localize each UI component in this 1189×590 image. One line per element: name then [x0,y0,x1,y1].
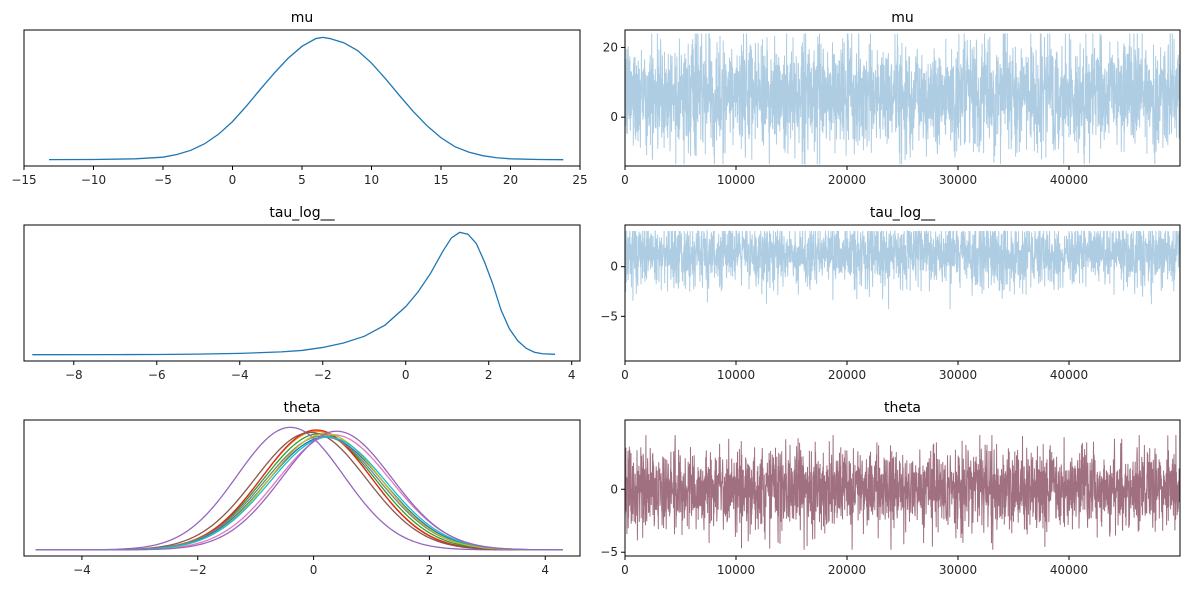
panel-title: tau_log__ [870,205,936,221]
x-tick-label: −2 [314,368,332,382]
panel-trace-1: 0 20 0 10000 20000 30000 40000 mu [603,10,1181,187]
kde-series-6 [35,434,563,551]
axes-frame [624,224,1181,362]
x-tick-label: 5 [298,173,306,187]
x-tick-label: 10000 [717,563,755,577]
x-tick-label: 0 [621,368,629,382]
x-tick-label: 0 [402,368,410,382]
x-tick-label: 40000 [1050,563,1088,577]
x-tick-label: 10000 [717,173,755,187]
panel-kde-2: −8 −6 −4 −2 0 2 4 tau_log__ [23,205,581,382]
x-tick-label: −5 [154,173,172,187]
y-tick-label: 0 [610,482,618,496]
panel-title: mu [891,10,914,26]
panel-title: theta [884,400,921,416]
x-tick-label: 4 [568,368,576,382]
trace-series-0 [625,33,1180,165]
y-tick-label: −5 [600,545,618,559]
axes-frame [624,419,1181,557]
x-tick-label: 4 [541,563,549,577]
axes-frame [624,29,1181,167]
x-tick-label: −8 [65,368,83,382]
x-tick-label: −10 [81,173,106,187]
x-tick-label: 20 [503,173,518,187]
y-tick-label: 0 [610,110,618,124]
x-tick-label: 2 [485,368,493,382]
panel-trace-3: −5 0 0 10000 20000 30000 40000 tau_log__ [600,205,1181,382]
x-tick-label: −4 [73,563,91,577]
y-tick-label: −5 [600,309,618,323]
panel-title: tau_log__ [269,205,335,221]
kde-series-0 [49,36,564,161]
y-tick-label: 0 [610,260,618,274]
panel-title: mu [291,10,314,26]
panel-kde-0: −15 −10 −5 0 5 10 15 20 25 mu [11,10,587,187]
x-tick-label: −15 [11,173,36,187]
axes-frame [23,419,581,557]
x-tick-label: 15 [433,173,448,187]
x-tick-label: −6 [148,368,166,382]
x-tick-label: 0 [310,563,318,577]
axes-frame [23,224,581,362]
x-tick-label: −4 [231,368,249,382]
x-tick-label: 30000 [939,563,977,577]
x-tick-label: 20000 [828,563,866,577]
panel-title: theta [283,400,320,416]
axes-frame [23,29,581,167]
y-tick-label: 20 [603,40,618,54]
x-tick-label: 10000 [717,368,755,382]
x-tick-label: 0 [229,173,237,187]
x-tick-label: 40000 [1050,173,1088,187]
kde-series-1 [35,430,563,551]
x-tick-label: 10 [364,173,379,187]
x-tick-label: 20000 [828,368,866,382]
panel-kde-4: −4 −2 0 2 4 theta [23,400,581,577]
trace-series-0 [625,435,1180,550]
x-tick-label: 30000 [939,368,977,382]
x-tick-label: 0 [621,173,629,187]
x-tick-label: 0 [621,563,629,577]
trace-series-0 [625,229,1180,310]
kde-series-0 [32,231,556,356]
kde-series-7 [35,435,563,551]
x-tick-label: 20000 [828,173,866,187]
x-tick-label: 25 [572,173,587,187]
x-tick-label: 40000 [1050,368,1088,382]
x-tick-label: −2 [189,563,207,577]
x-tick-label: 30000 [939,173,977,187]
x-tick-label: 2 [426,563,434,577]
kde-series-10 [35,430,563,551]
